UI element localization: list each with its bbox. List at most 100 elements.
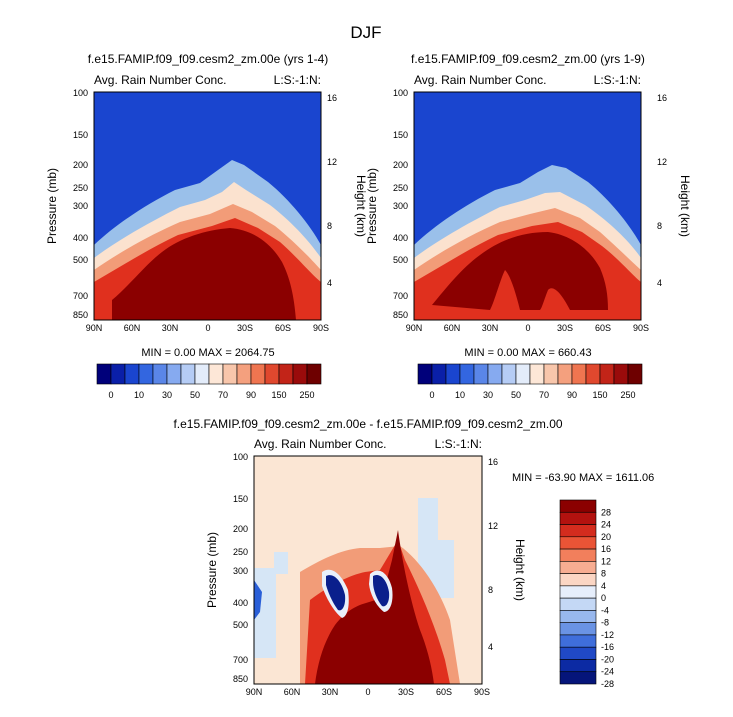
x-tick-label: 30S xyxy=(557,323,573,333)
colorbar-swatch xyxy=(585,363,601,385)
y-tick-label: 700 xyxy=(233,655,248,665)
colorbar-swatch xyxy=(459,363,475,385)
colorbar-swatch xyxy=(250,363,266,385)
y-tick-label: 300 xyxy=(233,566,248,576)
colorbar-label: 16 xyxy=(601,544,611,554)
y-tick-label: 100 xyxy=(393,88,408,98)
x-tick-label: 90N xyxy=(86,323,103,333)
colorbar-swatch xyxy=(559,646,597,660)
colorbar-label: 50 xyxy=(511,390,521,400)
x-tick-label: 60N xyxy=(124,323,141,333)
panel-c-x-axis: 90N 60N 30N 0 30S 60S 90S xyxy=(246,687,490,697)
y-tick-label: 250 xyxy=(393,183,408,193)
panel-c-left-label: Avg. Rain Number Conc. xyxy=(254,437,387,451)
y-tick-label: 500 xyxy=(393,255,408,265)
y-tick-label: 150 xyxy=(393,130,408,140)
y-tick-label: 700 xyxy=(73,291,88,301)
panel-a-y-axis-right: 16 12 8 4 Height (km) xyxy=(327,93,368,288)
colorbar-swatch xyxy=(559,671,597,685)
panel-a-field xyxy=(94,92,321,320)
colorbar-swatch xyxy=(431,363,447,385)
y-right-tick-label: 4 xyxy=(488,642,493,652)
y-tick-label: 200 xyxy=(393,160,408,170)
x-tick-label: 60N xyxy=(444,323,461,333)
y-right-tick-label: 8 xyxy=(488,585,493,595)
colorbar-swatch xyxy=(501,363,517,385)
x-tick-label: 90S xyxy=(474,687,490,697)
panel-c-colorbar: 28 24 20 16 12 8 4 0 -4 -8 -12 -16 -20 -24 -28 xyxy=(559,499,614,689)
x-tick-label: 90S xyxy=(313,323,329,333)
y-axis-right-label: Height (km) xyxy=(678,175,692,237)
colorbar-swatch xyxy=(264,363,280,385)
colorbar-label: -20 xyxy=(601,654,614,664)
colorbar-swatch xyxy=(166,363,182,385)
x-tick-label: 30S xyxy=(398,687,414,697)
y-tick-label: 850 xyxy=(73,310,88,320)
y-tick-label: 500 xyxy=(73,255,88,265)
y-right-tick-label: 4 xyxy=(327,278,332,288)
panel-a-frame xyxy=(93,91,322,321)
colorbar-label: 250 xyxy=(299,390,314,400)
colorbar-swatch xyxy=(627,363,643,385)
colorbar-swatch xyxy=(613,363,629,385)
colorbar-label: 10 xyxy=(455,390,465,400)
colorbar-swatch xyxy=(417,363,433,385)
x-tick-label: 0 xyxy=(525,323,530,333)
colorbar-label: 20 xyxy=(601,532,611,542)
y-tick-label: 200 xyxy=(73,160,88,170)
y-right-tick-label: 12 xyxy=(657,157,667,167)
y-right-tick-label: 16 xyxy=(657,93,667,103)
y-right-tick-label: 12 xyxy=(327,157,337,167)
colorbar-swatch xyxy=(208,363,224,385)
panel-b-right-label: L:S:-1:N: xyxy=(594,73,641,87)
colorbar-label: -8 xyxy=(601,618,609,628)
y-axis-label: Pressure (mb) xyxy=(45,168,59,244)
y-axis-right-label: Height (km) xyxy=(513,539,527,601)
field-patch-navy xyxy=(373,574,390,607)
colorbar-swatch xyxy=(306,363,322,385)
colorbar-swatch xyxy=(278,363,294,385)
y-right-tick-label: 16 xyxy=(327,93,337,103)
y-tick-label: 500 xyxy=(233,620,248,630)
panel-b-y-axis: 100 150 200 250 300 400 500 700 850 Pres… xyxy=(365,88,408,320)
colorbar-swatch xyxy=(559,610,597,623)
y-tick-label: 400 xyxy=(233,598,248,608)
colorbar-swatch xyxy=(571,363,587,385)
colorbar-label: -24 xyxy=(601,667,614,677)
y-tick-label: 250 xyxy=(73,183,88,193)
colorbar-label: 0 xyxy=(601,593,606,603)
x-tick-label: 30N xyxy=(322,687,339,697)
colorbar-swatch xyxy=(124,363,140,385)
colorbar-swatch xyxy=(559,573,597,587)
panel-b-x-axis: 90N 60N 30N 0 30S 60S 90S xyxy=(406,323,649,333)
panel-a: f.e15.FAMIP.f09_f09.cesm2_zm.00e (yrs 1-… xyxy=(45,52,368,400)
x-tick-label: 30S xyxy=(237,323,253,333)
colorbar-swatch xyxy=(559,499,597,513)
page-title: DJF xyxy=(350,23,381,42)
y-tick-label: 850 xyxy=(393,310,408,320)
panel-a-y-axis: 100 150 200 250 300 400 500 700 850 Pres… xyxy=(45,88,88,320)
y-axis-right-label: Height (km) xyxy=(354,175,368,237)
panel-b-left-label: Avg. Rain Number Conc. xyxy=(414,73,547,87)
y-tick-label: 400 xyxy=(73,233,88,243)
colorbar-swatch xyxy=(559,597,597,611)
y-tick-label: 300 xyxy=(393,201,408,211)
colorbar-swatch xyxy=(557,363,573,385)
y-right-tick-label: 12 xyxy=(488,521,498,531)
x-tick-label: 30N xyxy=(162,323,179,333)
colorbar-label: 8 xyxy=(601,569,606,579)
colorbar-swatch xyxy=(559,634,597,648)
x-tick-label: 60S xyxy=(436,687,452,697)
colorbar-label: 4 xyxy=(601,581,606,591)
field-core-dark-red xyxy=(112,228,296,320)
colorbar-swatch xyxy=(559,561,597,574)
y-axis-label: Pressure (mb) xyxy=(365,168,379,244)
field-core-dark-red xyxy=(432,232,608,310)
colorbar-label: 10 xyxy=(134,390,144,400)
y-tick-label: 100 xyxy=(233,452,248,462)
panel-b-stats: MIN = 0.00 MAX = 660.43 xyxy=(464,347,591,359)
panel-c-title: f.e15.FAMIP.f09_f09.cesm2_zm.00e - f.e15… xyxy=(173,417,562,431)
panel-a-left-label: Avg. Rain Number Conc. xyxy=(94,73,227,87)
colorbar-swatch xyxy=(559,585,597,599)
